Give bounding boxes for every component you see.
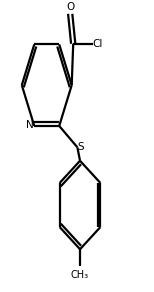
- Text: CH₃: CH₃: [71, 270, 89, 280]
- Text: S: S: [78, 142, 85, 152]
- Text: O: O: [66, 2, 74, 12]
- Text: Cl: Cl: [92, 39, 103, 49]
- Text: N: N: [26, 119, 34, 130]
